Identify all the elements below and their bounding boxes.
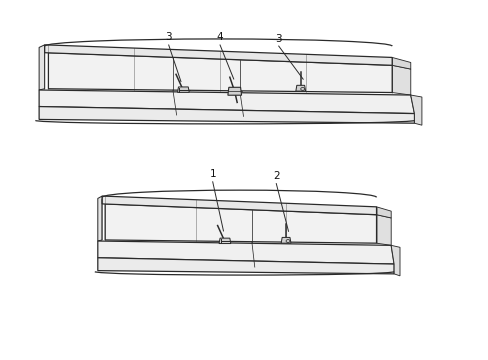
Polygon shape (39, 107, 414, 123)
Polygon shape (98, 196, 102, 241)
Polygon shape (102, 196, 376, 215)
Text: 3: 3 (165, 32, 172, 42)
Text: 3: 3 (275, 33, 282, 44)
Polygon shape (39, 45, 44, 90)
Polygon shape (98, 258, 393, 274)
Polygon shape (391, 65, 410, 95)
Polygon shape (44, 45, 391, 65)
Polygon shape (376, 207, 390, 218)
Polygon shape (219, 238, 230, 244)
Text: 2: 2 (272, 171, 279, 181)
Polygon shape (177, 87, 189, 93)
Text: 1: 1 (209, 169, 216, 179)
Polygon shape (227, 87, 241, 95)
Polygon shape (390, 246, 399, 276)
Polygon shape (410, 95, 421, 125)
Polygon shape (39, 90, 414, 114)
Polygon shape (48, 53, 391, 93)
Polygon shape (376, 215, 390, 246)
Polygon shape (391, 58, 410, 69)
Polygon shape (98, 241, 393, 264)
Polygon shape (295, 85, 305, 91)
Polygon shape (281, 238, 290, 243)
Polygon shape (105, 204, 376, 243)
Text: 4: 4 (216, 32, 223, 42)
